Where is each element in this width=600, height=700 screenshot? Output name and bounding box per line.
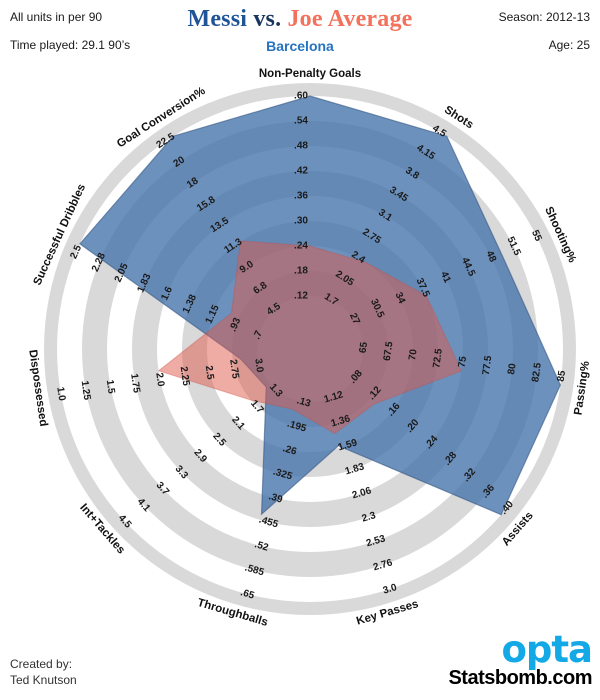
- tick-label: 27: [347, 312, 362, 327]
- tick-label: .36: [294, 191, 308, 202]
- tick-label: .93: [228, 316, 244, 334]
- credit-label: Created by:: [10, 656, 73, 671]
- tick-label: 77.5: [481, 355, 495, 376]
- tick-label: 1.0: [54, 386, 67, 402]
- tick-label: 67.5: [382, 340, 396, 361]
- page-title: Messi vs. Joe Average: [0, 6, 600, 33]
- tick-label: 2.06: [351, 485, 373, 501]
- tick-label: 2.0: [153, 372, 166, 388]
- tick-label: .24: [294, 241, 308, 252]
- tick-label: .54: [294, 116, 308, 127]
- axis-title: Non-Penalty Goals: [259, 68, 361, 80]
- tick-label: 55: [529, 228, 544, 243]
- credit-block: Created by: Ted Knutson: [10, 656, 77, 688]
- tick-label: 1.36: [330, 413, 352, 429]
- tick-label: 2.75: [227, 359, 241, 380]
- radar-chart: .60 .54 .48 .42 .36 .30 .24 .18 .12 Non-Penalty G…: [0, 50, 600, 632]
- tick-label: .60: [294, 91, 308, 102]
- tick-label: 85: [556, 369, 569, 382]
- tick-label: 75: [457, 355, 470, 368]
- tick-label: .52: [253, 539, 270, 554]
- tick-label: .42: [294, 166, 308, 177]
- time-played-note: Time played: 29.1 90’s: [10, 38, 131, 52]
- tick-label: 2.3: [361, 510, 378, 525]
- tick-label: 1.12: [323, 389, 345, 405]
- tick-label: 2.5: [68, 243, 84, 261]
- tick-label: 72.5: [431, 347, 445, 368]
- tick-label: 1.6: [159, 285, 175, 303]
- tick-label: .48: [294, 141, 308, 152]
- tick-label: .585: [243, 562, 265, 578]
- tick-label: .30: [294, 216, 308, 227]
- axis-title: Passing%: [572, 360, 592, 415]
- tick-label: .455: [258, 514, 280, 530]
- tick-label: 3.0: [382, 582, 399, 597]
- tick-label: 34: [393, 291, 408, 306]
- tick-label: .18: [294, 266, 308, 277]
- tick-label: 65: [358, 341, 371, 354]
- tick-label: .12: [294, 291, 308, 302]
- tick-label: 48: [483, 249, 498, 264]
- tick-label: 1.75: [128, 373, 142, 394]
- tick-label: 82.5: [530, 362, 544, 383]
- tick-label: .195: [286, 418, 308, 434]
- credit-name: Ted Knutson: [10, 672, 77, 687]
- title-player1: Messi: [187, 6, 248, 32]
- opta-logo: opta: [501, 628, 593, 672]
- units-note: All units in per 90: [10, 10, 103, 24]
- tick-label: .325: [272, 466, 294, 482]
- tick-label: 1.59: [337, 437, 359, 453]
- tick-label: 1.25: [79, 380, 93, 401]
- tick-label: 41: [438, 270, 453, 285]
- team-subtitle: Barcelona: [266, 38, 334, 54]
- tick-label: 80: [506, 362, 519, 375]
- season-note: Season: 2012-13: [498, 10, 590, 24]
- tick-label: 2.76: [372, 557, 394, 573]
- tick-label: .26: [281, 443, 298, 458]
- tick-label: 1.5: [104, 379, 117, 395]
- joe-polygon: [157, 240, 463, 435]
- branding-block: opta Statsbomb.com: [448, 628, 593, 690]
- tick-label: .65: [239, 587, 256, 602]
- title-vs: vs.: [253, 6, 282, 32]
- tick-label: 70: [407, 348, 420, 361]
- tick-label: .39: [267, 491, 284, 506]
- radar-svg: .60 .54 .48 .42 .36 .30 .24 .18 .12 Non-Penalty G…: [26, 68, 592, 629]
- title-player2: Joe Average: [287, 6, 413, 32]
- statsbomb-site-label: Statsbomb.com: [448, 667, 592, 689]
- age-note: Age: 25: [548, 38, 590, 52]
- tick-label: 3.0: [252, 358, 265, 374]
- tick-label: .13: [295, 395, 312, 410]
- tick-label: 2.25: [178, 366, 192, 387]
- tick-label: 2.53: [365, 533, 387, 549]
- tick-label: 1.83: [344, 461, 366, 477]
- tick-label: 2.5: [203, 365, 216, 381]
